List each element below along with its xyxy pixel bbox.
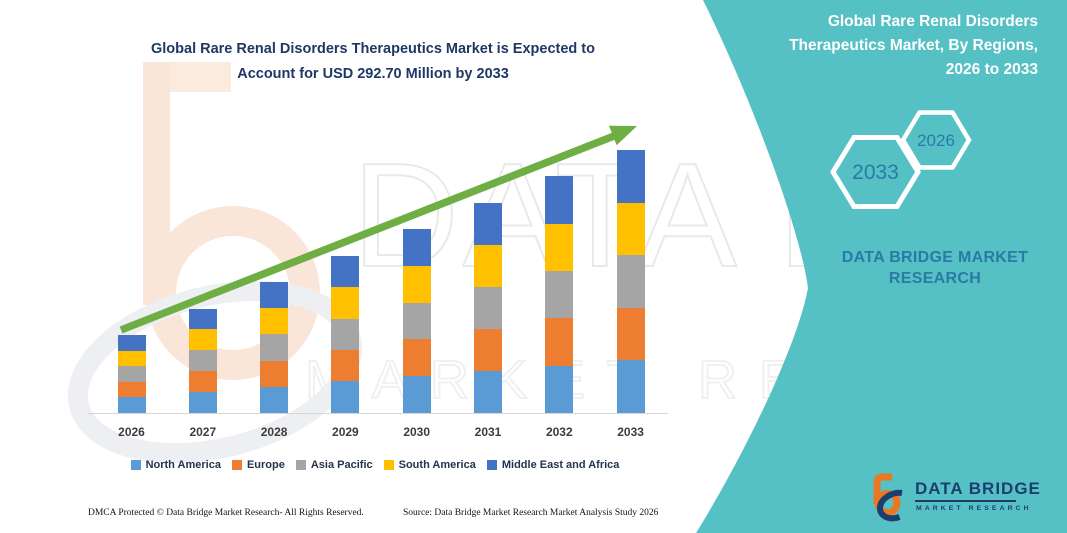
bar-segment-europe-2028 <box>260 360 289 387</box>
bar-segment-south-america-2031 <box>474 244 502 287</box>
logo-subtitle: MARKET RESEARCH <box>916 505 1032 512</box>
bar-segment-europe-2029 <box>331 350 360 382</box>
chart-title-line-1: Global Rare Renal Disorders Therapeutics… <box>150 41 595 57</box>
bar-segment-north-america-2029 <box>331 381 360 413</box>
bar-segment-europe-2026 <box>117 381 146 398</box>
legend-item-north-america: North America <box>130 459 221 471</box>
bar-segment-middle-east-and-africa-2029 <box>331 255 360 288</box>
bar-segment-asia-pacific-2032 <box>545 271 574 319</box>
x-axis-label-2033: 2033 <box>617 425 644 439</box>
bar-segment-europe-2033 <box>616 307 645 361</box>
bar-2029 <box>331 255 360 413</box>
bar-segment-middle-east-and-africa-2027 <box>188 308 217 330</box>
bar-2032 <box>545 176 574 413</box>
bar-2027 <box>188 308 217 413</box>
bar-segment-middle-east-and-africa-2031 <box>474 202 502 245</box>
x-axis-line <box>88 413 668 414</box>
bar-segment-north-america-2028 <box>260 386 289 413</box>
bar-2031 <box>474 202 502 413</box>
legend-label-middle-east-and-africa: Middle East and Africa <box>501 459 620 471</box>
x-axis-label-2029: 2029 <box>332 425 359 439</box>
legend-swatch-south-america <box>383 460 394 470</box>
x-axis-label-2027: 2027 <box>189 425 217 439</box>
bar-2028 <box>260 282 289 413</box>
bar-segment-europe-2030 <box>402 339 431 377</box>
side-panel-title: Global Rare Renal Disorders Therapeutics… <box>738 10 1038 82</box>
legend-item-south-america: South America <box>383 459 476 471</box>
footer-dmca-notice: DMCA Protected © Data Bridge Market Rese… <box>88 508 364 518</box>
bar-segment-middle-east-and-africa-2030 <box>402 229 431 266</box>
bar-segment-asia-pacific-2031 <box>474 286 502 329</box>
chart-legend: North America Europe Asia Pacific South Ame… <box>78 456 672 474</box>
legend-label-south-america: South America <box>398 459 476 471</box>
bar-segment-north-america-2031 <box>474 370 502 413</box>
x-axis-label-2026: 2026 <box>118 425 145 439</box>
bar-segment-middle-east-and-africa-2032 <box>545 176 574 224</box>
bar-segment-south-america-2032 <box>545 223 574 272</box>
legend-item-middle-east-and-africa: Middle East and Africa <box>486 459 620 471</box>
bar-segment-europe-2027 <box>188 371 217 393</box>
bar-segment-middle-east-and-africa-2033 <box>616 150 645 203</box>
bar-segment-asia-pacific-2030 <box>402 302 431 340</box>
bar-segment-south-america-2027 <box>188 329 217 351</box>
side-panel-title-line-2: Therapeutics Market, By Regions, <box>789 37 1038 54</box>
hexagon-2026 <box>900 110 972 170</box>
side-panel-brand-text: DATA BRIDGE MARKET RESEARCH <box>841 249 1029 287</box>
bar-segment-north-america-2030 <box>402 376 431 413</box>
legend-label-europe: Europe <box>246 459 285 471</box>
legend-item-europe: Europe <box>231 459 285 471</box>
bar-2026 <box>117 334 146 413</box>
data-bridge-logo-icon <box>873 473 903 522</box>
hexagon-2026-label: 2026 <box>917 131 955 150</box>
hexagon-2033-label: 2033 <box>852 161 899 184</box>
hexagon-2033 <box>830 135 921 209</box>
bar-segment-north-america-2033 <box>616 360 645 413</box>
logo-icon-stem <box>873 473 892 504</box>
bar-segment-middle-east-and-africa-2028 <box>260 282 289 309</box>
x-axis-label-2031: 2031 <box>474 425 502 439</box>
x-axis-label-2030: 2030 <box>403 425 431 439</box>
bar-segment-europe-2032 <box>545 318 574 366</box>
legend-label-asia-pacific: Asia Pacific <box>310 459 373 471</box>
bar-segment-south-america-2028 <box>260 308 289 335</box>
legend-label-north-america: North America <box>145 459 221 471</box>
bar-segment-asia-pacific-2027 <box>188 350 217 372</box>
bar-2033 <box>616 150 645 413</box>
logo-underline <box>915 500 1016 502</box>
legend-item-asia-pacific: Asia Pacific <box>295 459 373 471</box>
legend-swatch-europe <box>231 460 242 470</box>
x-axis-label-2032: 2032 <box>545 425 573 439</box>
legend-swatch-asia-pacific <box>295 460 306 470</box>
side-panel-title-line-3: 2026 to 2033 <box>945 61 1038 78</box>
chart-title: Global Rare Renal Disorders Therapeutics… <box>95 37 651 87</box>
teal-panel-shape <box>696 0 1067 533</box>
bar-segment-north-america-2027 <box>188 392 217 413</box>
bar-2030 <box>402 229 431 413</box>
logo-wordmark: DATA BRIDGE <box>915 479 1041 498</box>
x-axis-label-2028: 2028 <box>260 425 288 439</box>
bar-segment-asia-pacific-2026 <box>117 366 146 382</box>
bar-segment-north-america-2032 <box>545 365 574 413</box>
bar-segment-asia-pacific-2028 <box>260 334 289 361</box>
bar-segment-south-america-2029 <box>331 287 360 319</box>
hexagon-group: 2033 2026 <box>830 110 972 209</box>
bar-segment-south-america-2033 <box>616 202 645 256</box>
bar-segment-europe-2031 <box>474 328 502 371</box>
logo-icon-swoosh <box>876 489 903 522</box>
bar-segment-middle-east-and-africa-2026 <box>117 334 146 351</box>
bar-segment-south-america-2030 <box>402 265 431 303</box>
bar-segment-asia-pacific-2029 <box>331 318 360 351</box>
legend-swatch-north-america <box>130 460 141 470</box>
bar-segment-asia-pacific-2033 <box>616 255 645 308</box>
chart-title-line-2: Account for USD 292.70 Million by 2033 <box>237 66 509 82</box>
side-panel-title-line-1: Global Rare Renal Disorders <box>827 13 1038 30</box>
bar-segment-south-america-2026 <box>117 350 146 367</box>
footer-source-note: Source: Data Bridge Market Research Mark… <box>403 508 659 518</box>
bar-segment-north-america-2026 <box>117 397 146 413</box>
legend-swatch-middle-east-and-africa <box>486 460 497 470</box>
